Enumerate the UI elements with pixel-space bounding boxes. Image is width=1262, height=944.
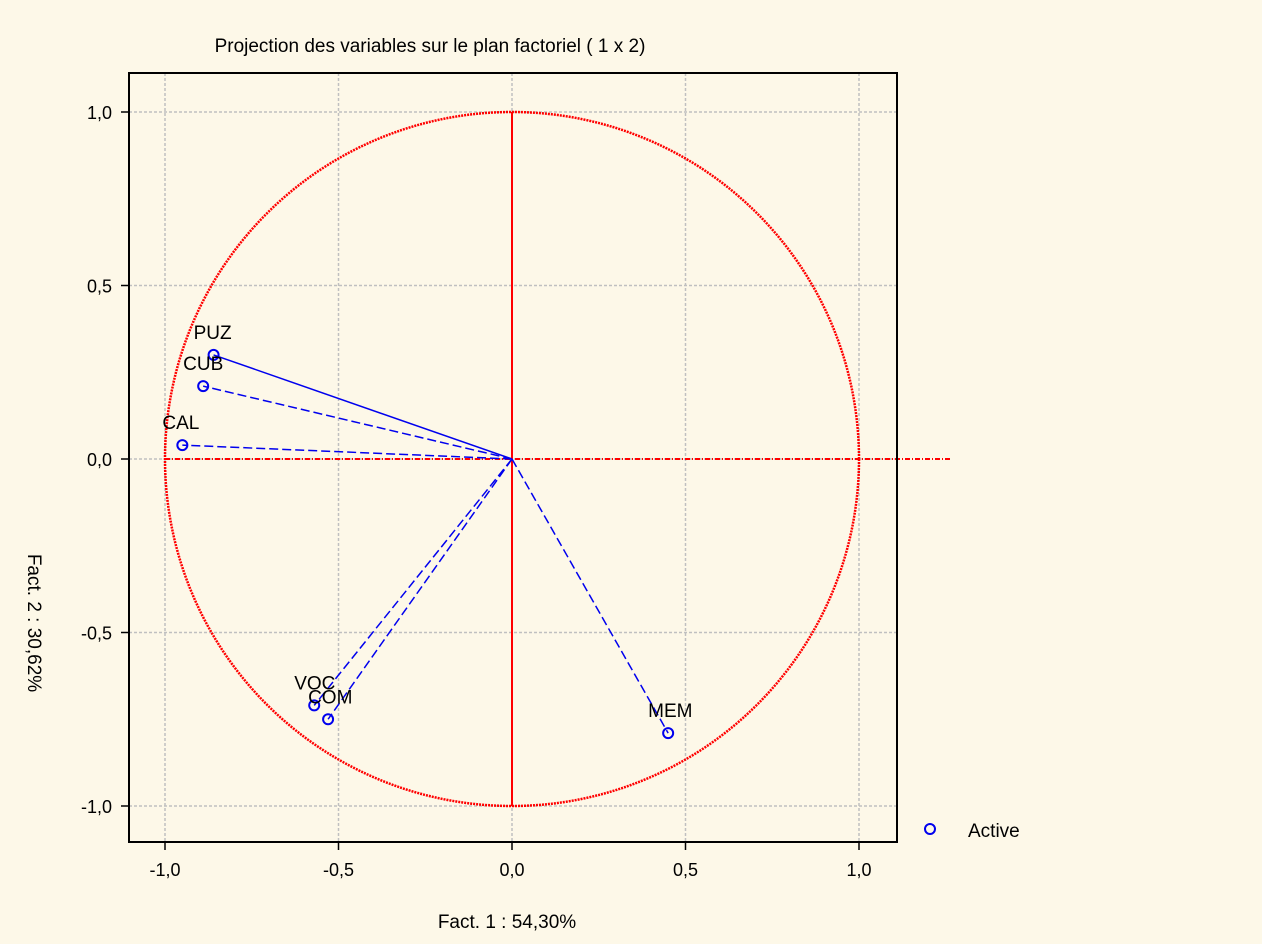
- x-tick-label-2: 0,0: [499, 860, 524, 880]
- point-label-cub: CUB: [183, 354, 223, 375]
- vector-puz: [213, 354, 513, 460]
- axis-ticks: -1,0 -0,5 0,0 0,5 1,0 -1,0 -0,5 0,0 0,5 1,0: [81, 103, 872, 880]
- y-tick-label-0: -1,0: [81, 797, 112, 817]
- y-tick-label-3: 0,5: [87, 277, 112, 297]
- x-tick-label-3: 0,5: [673, 860, 698, 880]
- point-cub: [197, 380, 210, 393]
- point-puz: [207, 348, 220, 361]
- variable-vectors: [182, 354, 669, 734]
- y-tick-label-1: -0,5: [81, 624, 112, 644]
- point-com: [322, 713, 335, 726]
- vector-com: [327, 458, 513, 720]
- x-tick-label-1: -0,5: [323, 860, 354, 880]
- y-tick-label-2: 0,0: [87, 450, 112, 470]
- y-axis-label: Fact. 2 : 30,62%: [23, 554, 44, 692]
- x-tick-label-0: -1,0: [149, 860, 180, 880]
- legend-label: Active: [968, 821, 1020, 842]
- point-voc: [308, 699, 321, 712]
- point-label-cal: CAL: [162, 413, 199, 434]
- x-tick-label-4: 1,0: [846, 860, 871, 880]
- x-axis-label: Fact. 1 : 54,30%: [438, 912, 576, 933]
- point-label-voc: VOC: [294, 673, 335, 694]
- vector-cub: [202, 385, 513, 460]
- point-cal: [176, 439, 189, 452]
- plot-frame: [128, 72, 898, 843]
- legend: Active: [924, 821, 1020, 842]
- legend-marker: [924, 823, 936, 835]
- vector-voc: [313, 458, 513, 706]
- point-label-com: COM: [308, 687, 352, 708]
- vector-cal: [182, 444, 513, 460]
- unit-circle: [163, 110, 950, 808]
- vector-mem: [511, 458, 669, 734]
- point-label-puz: PUZ: [194, 323, 232, 344]
- chart-title: Projection des variables sur le plan fac…: [215, 36, 646, 57]
- y-tick-label-4: 1,0: [87, 103, 112, 123]
- point-label-mem: MEM: [648, 701, 692, 722]
- point-mem: [662, 727, 675, 740]
